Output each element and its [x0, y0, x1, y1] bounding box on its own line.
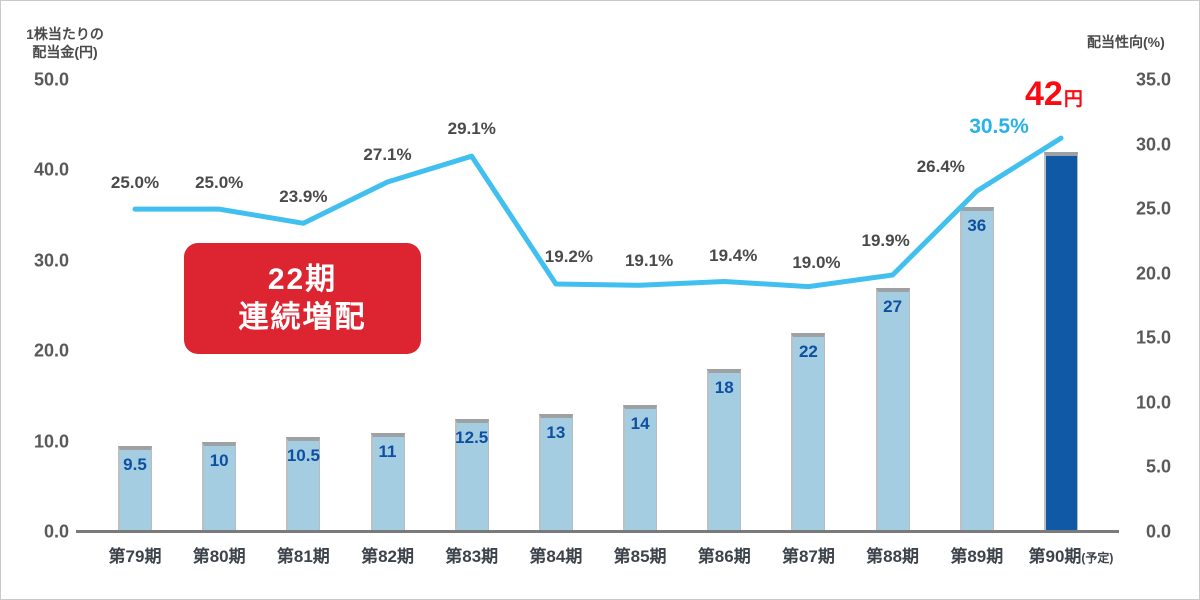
bar-value-label: 27	[883, 296, 903, 316]
x-label-第84期: 第84期	[529, 542, 582, 567]
bar-value-label: 14	[630, 414, 650, 434]
right-tick-25.0: 25.0	[1135, 198, 1171, 219]
x-label-text: 第83期	[445, 547, 499, 566]
right-tick-15.0: 15.0	[1135, 327, 1171, 348]
x-label-text: 第88期	[866, 547, 920, 566]
x-label-第89期: 第89期	[950, 542, 1003, 567]
final-dividend-unit: 円	[1063, 89, 1083, 110]
payout-ratio-label-第81期: 23.9%	[279, 187, 328, 207]
payout-ratio-label-第86期: 19.4%	[709, 246, 758, 266]
x-label-text: 第81期	[276, 547, 330, 566]
x-label-第88期: 第88期	[866, 542, 919, 567]
dividend-bar-第88期	[875, 287, 910, 532]
payout-ratio-label-第89期: 26.4%	[916, 157, 965, 177]
x-label-第79期: 第79期	[109, 542, 162, 567]
payout-ratio-label-第82期: 27.1%	[363, 145, 412, 165]
x-axis-line	[76, 530, 1119, 533]
x-label-text: 第79期	[108, 547, 162, 566]
dividend-bar-第90期	[1043, 152, 1078, 532]
consecutive-increase-badge: 22期 連続増配	[184, 243, 421, 354]
x-label-第85期: 第85期	[614, 542, 667, 567]
bar-value-label: 10	[209, 450, 229, 470]
left-axis-title: 1株当たりの 配当金(円)	[17, 25, 113, 61]
x-label-第81期: 第81期	[277, 542, 330, 567]
dividend-bar-第85期	[623, 405, 658, 532]
badge-line1: 22期	[267, 263, 338, 296]
bar-value-label: 12.5	[455, 428, 489, 447]
x-label-第90期: 第90期(予定)	[1029, 542, 1114, 567]
dividend-bar-第82期	[370, 432, 405, 532]
x-label-text: 第86期	[697, 547, 751, 566]
bar-value-label: 11	[378, 441, 397, 461]
dividend-bar-第86期	[707, 369, 742, 532]
payout-ratio-label-第85期: 19.1%	[624, 251, 674, 271]
bar-value-label: 13	[546, 423, 566, 443]
dividend-bar-第83期	[454, 419, 489, 532]
dividend-bar-第81期	[286, 437, 321, 532]
payout-ratio-label-第80期: 25.0%	[195, 173, 244, 193]
left-tick-0.0: 0.0	[43, 521, 69, 542]
x-label-第80期: 第80期	[193, 542, 246, 567]
x-label-第86期: 第86期	[698, 542, 751, 567]
final-dividend-annotation: 42 円	[1025, 77, 1083, 111]
bar-value-label: 22	[798, 342, 818, 362]
x-label-第82期: 第82期	[361, 542, 414, 567]
left-tick-10.0: 10.0	[33, 431, 69, 452]
right-tick-5.0: 5.0	[1145, 456, 1171, 477]
x-label-text: 第90期	[1028, 547, 1082, 566]
dividend-bar-第87期	[791, 333, 826, 532]
bar-value-label: 36	[967, 215, 987, 235]
payout-ratio-label-第79期: 25.0%	[110, 173, 160, 193]
payout-ratio-label-第90期: 30.5%	[969, 115, 1029, 139]
left-tick-20.0: 20.0	[33, 340, 69, 361]
x-label-text: 第84期	[529, 547, 583, 566]
right-axis-title: 配当性向(%)	[1087, 34, 1165, 50]
left-tick-50.0: 50.0	[33, 69, 69, 90]
x-label-text: 第80期	[192, 547, 246, 566]
dividend-bar-第84期	[538, 414, 573, 532]
bar-value-label: 9.5	[123, 455, 147, 475]
x-label-text: 第87期	[781, 547, 835, 566]
right-tick-30.0: 30.0	[1135, 134, 1171, 155]
payout-ratio-polyline	[132, 135, 1064, 290]
x-label-第87期: 第87期	[782, 542, 835, 567]
x-label-第83期: 第83期	[445, 542, 498, 567]
bar-value-label: 10.5	[286, 446, 320, 466]
x-label-text: 第82期	[361, 547, 414, 566]
left-axis-title-line1: 1株当たりの	[26, 26, 104, 42]
dividend-bar-第79期	[118, 446, 152, 532]
dividend-bar-第89期	[959, 206, 994, 532]
right-tick-0.0: 0.0	[1145, 521, 1171, 542]
right-tick-10.0: 10.0	[1135, 392, 1171, 413]
badge-line2: 連続増配	[238, 300, 367, 334]
dividend-bar-第80期	[202, 441, 237, 532]
payout-ratio-label-第83期: 29.1%	[447, 119, 496, 139]
left-axis-title-line2: 配当金(円)	[32, 44, 98, 61]
payout-ratio-label-第87期: 19.0%	[792, 252, 841, 272]
payout-ratio-label-第88期: 19.9%	[861, 231, 910, 250]
x-label-text: 第85期	[613, 547, 667, 566]
right-tick-35.0: 35.0	[1135, 69, 1171, 90]
final-dividend-number: 42	[1025, 75, 1063, 113]
x-label-text: 第89期	[950, 547, 1004, 566]
left-tick-30.0: 30.0	[33, 250, 69, 271]
left-tick-40.0: 40.0	[33, 159, 69, 180]
payout-ratio-label-第84期: 19.2%	[544, 247, 593, 267]
right-tick-20.0: 20.0	[1135, 263, 1171, 284]
x-label-suffix: (予定)	[1081, 551, 1114, 565]
bar-value-label: 18	[714, 378, 734, 398]
